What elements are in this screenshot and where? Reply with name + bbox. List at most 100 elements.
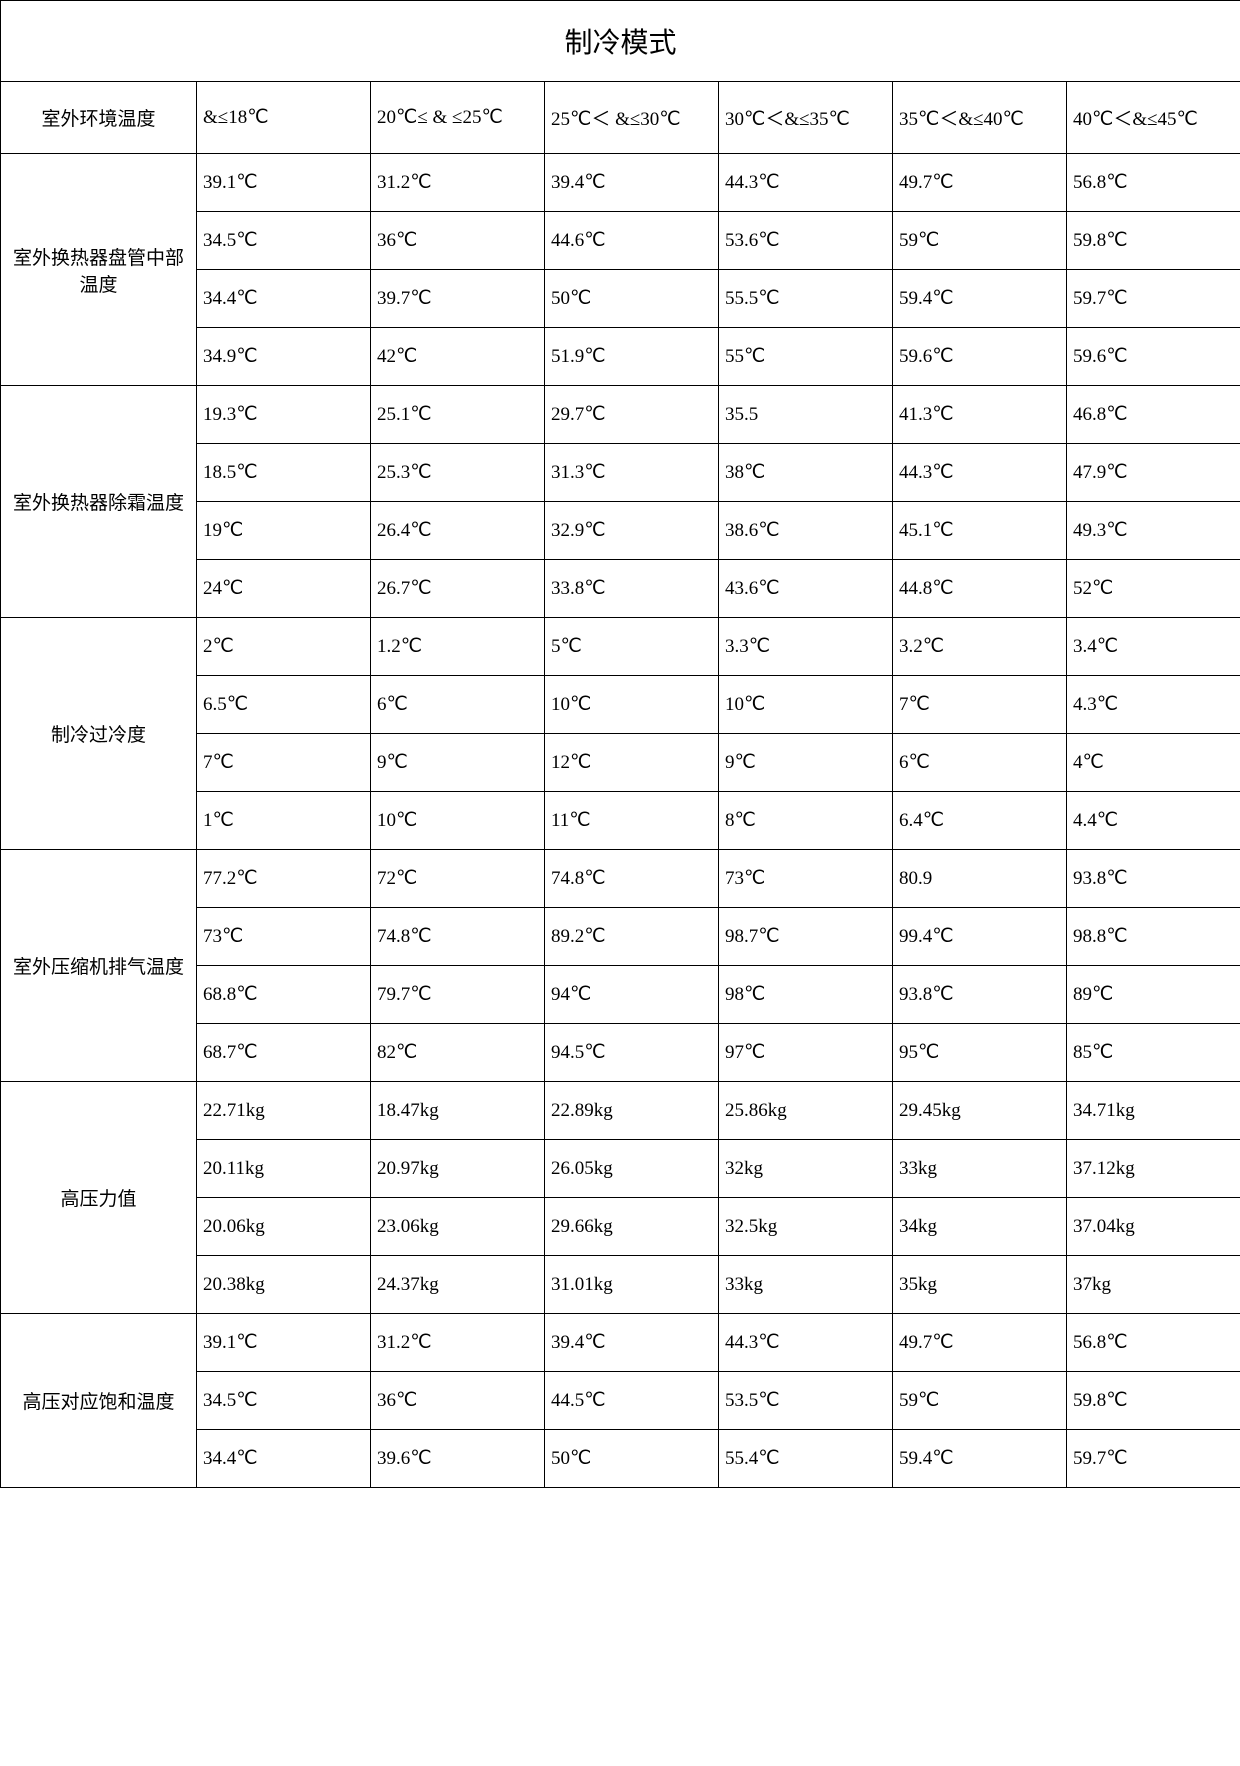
- data-cell: 56.8℃: [1067, 154, 1240, 212]
- data-cell: 31.2℃: [371, 154, 545, 212]
- data-cell: 51.9℃: [545, 328, 719, 386]
- data-cell: 31.2℃: [371, 1314, 545, 1372]
- data-cell: 74.8℃: [545, 850, 719, 908]
- data-table: 制冷模式室外环境温度&≤18℃20℃≤ & ≤25℃25℃＜ &≤30℃30℃＜…: [0, 0, 1240, 1488]
- data-cell: 26.7℃: [371, 560, 545, 618]
- data-cell: 7℃: [197, 734, 371, 792]
- data-cell: 6.5℃: [197, 676, 371, 734]
- data-cell: 55.4℃: [719, 1430, 893, 1488]
- data-cell: 29.7℃: [545, 386, 719, 444]
- data-cell: 5℃: [545, 618, 719, 676]
- data-cell: 98.8℃: [1067, 908, 1240, 966]
- data-cell: 94℃: [545, 966, 719, 1024]
- data-cell: 20.38kg: [197, 1256, 371, 1314]
- data-cell: 49.3℃: [1067, 502, 1240, 560]
- data-cell: 2℃: [197, 618, 371, 676]
- data-cell: 35kg: [893, 1256, 1067, 1314]
- data-cell: 80.9: [893, 850, 1067, 908]
- data-cell: 98℃: [719, 966, 893, 1024]
- header-column: 35℃＜&≤40℃: [893, 82, 1067, 154]
- data-cell: 46.8℃: [1067, 386, 1240, 444]
- data-cell: 95℃: [893, 1024, 1067, 1082]
- data-cell: 79.7℃: [371, 966, 545, 1024]
- data-cell: 34.4℃: [197, 270, 371, 328]
- data-cell: 31.01kg: [545, 1256, 719, 1314]
- section-label: 室外换热器除霜温度: [1, 386, 197, 618]
- table-title: 制冷模式: [1, 1, 1240, 82]
- cooling-mode-table: 制冷模式室外环境温度&≤18℃20℃≤ & ≤25℃25℃＜ &≤30℃30℃＜…: [0, 0, 1240, 1488]
- data-cell: 36℃: [371, 212, 545, 270]
- data-cell: 99.4℃: [893, 908, 1067, 966]
- data-cell: 49.7℃: [893, 1314, 1067, 1372]
- data-cell: 10℃: [545, 676, 719, 734]
- data-cell: 39.4℃: [545, 1314, 719, 1372]
- header-column: 20℃≤ & ≤25℃: [371, 82, 545, 154]
- data-cell: 6℃: [371, 676, 545, 734]
- data-cell: 39.7℃: [371, 270, 545, 328]
- data-cell: 34.5℃: [197, 1372, 371, 1430]
- data-cell: 44.5℃: [545, 1372, 719, 1430]
- data-cell: 6℃: [893, 734, 1067, 792]
- header-label: 室外环境温度: [1, 82, 197, 154]
- data-cell: 93.8℃: [1067, 850, 1240, 908]
- data-cell: 82℃: [371, 1024, 545, 1082]
- header-column: 30℃＜&≤35℃: [719, 82, 893, 154]
- data-cell: 73℃: [719, 850, 893, 908]
- section-label: 高压对应饱和温度: [1, 1314, 197, 1488]
- data-cell: 18.47kg: [371, 1082, 545, 1140]
- data-cell: 20.97kg: [371, 1140, 545, 1198]
- data-cell: 44.8℃: [893, 560, 1067, 618]
- data-cell: 22.71kg: [197, 1082, 371, 1140]
- data-cell: 25.1℃: [371, 386, 545, 444]
- data-cell: 59.6℃: [893, 328, 1067, 386]
- data-cell: 77.2℃: [197, 850, 371, 908]
- data-cell: 19℃: [197, 502, 371, 560]
- section-label: 室外换热器盘管中部温度: [1, 154, 197, 386]
- data-cell: 23.06kg: [371, 1198, 545, 1256]
- data-cell: 59.6℃: [1067, 328, 1240, 386]
- data-cell: 20.11kg: [197, 1140, 371, 1198]
- data-cell: 24℃: [197, 560, 371, 618]
- data-cell: 34.71kg: [1067, 1082, 1240, 1140]
- data-cell: 10℃: [371, 792, 545, 850]
- data-cell: 3.3℃: [719, 618, 893, 676]
- header-column: 40℃＜&≤45℃: [1067, 82, 1240, 154]
- data-cell: 73℃: [197, 908, 371, 966]
- data-cell: 50℃: [545, 1430, 719, 1488]
- data-cell: 26.4℃: [371, 502, 545, 560]
- data-cell: 25.86kg: [719, 1082, 893, 1140]
- data-cell: 39.4℃: [545, 154, 719, 212]
- data-cell: 59.8℃: [1067, 1372, 1240, 1430]
- data-cell: 38℃: [719, 444, 893, 502]
- data-cell: 25.3℃: [371, 444, 545, 502]
- data-cell: 44.3℃: [893, 444, 1067, 502]
- section-label: 高压力值: [1, 1082, 197, 1314]
- data-cell: 7℃: [893, 676, 1067, 734]
- data-cell: 4℃: [1067, 734, 1240, 792]
- data-cell: 8℃: [719, 792, 893, 850]
- data-cell: 33kg: [719, 1256, 893, 1314]
- data-cell: 44.3℃: [719, 1314, 893, 1372]
- data-cell: 50℃: [545, 270, 719, 328]
- data-cell: 39.1℃: [197, 154, 371, 212]
- data-cell: 36℃: [371, 1372, 545, 1430]
- data-cell: 4.3℃: [1067, 676, 1240, 734]
- data-cell: 12℃: [545, 734, 719, 792]
- data-cell: 55.5℃: [719, 270, 893, 328]
- data-cell: 29.66kg: [545, 1198, 719, 1256]
- data-cell: 97℃: [719, 1024, 893, 1082]
- data-cell: 37kg: [1067, 1256, 1240, 1314]
- data-cell: 3.4℃: [1067, 618, 1240, 676]
- data-cell: 72℃: [371, 850, 545, 908]
- data-cell: 55℃: [719, 328, 893, 386]
- data-cell: 59.7℃: [1067, 270, 1240, 328]
- data-cell: 34.9℃: [197, 328, 371, 386]
- data-cell: 89.2℃: [545, 908, 719, 966]
- data-cell: 33.8℃: [545, 560, 719, 618]
- data-cell: 4.4℃: [1067, 792, 1240, 850]
- data-cell: 32.5kg: [719, 1198, 893, 1256]
- data-cell: 3.2℃: [893, 618, 1067, 676]
- data-cell: 34.4℃: [197, 1430, 371, 1488]
- data-cell: 26.05kg: [545, 1140, 719, 1198]
- data-cell: 74.8℃: [371, 908, 545, 966]
